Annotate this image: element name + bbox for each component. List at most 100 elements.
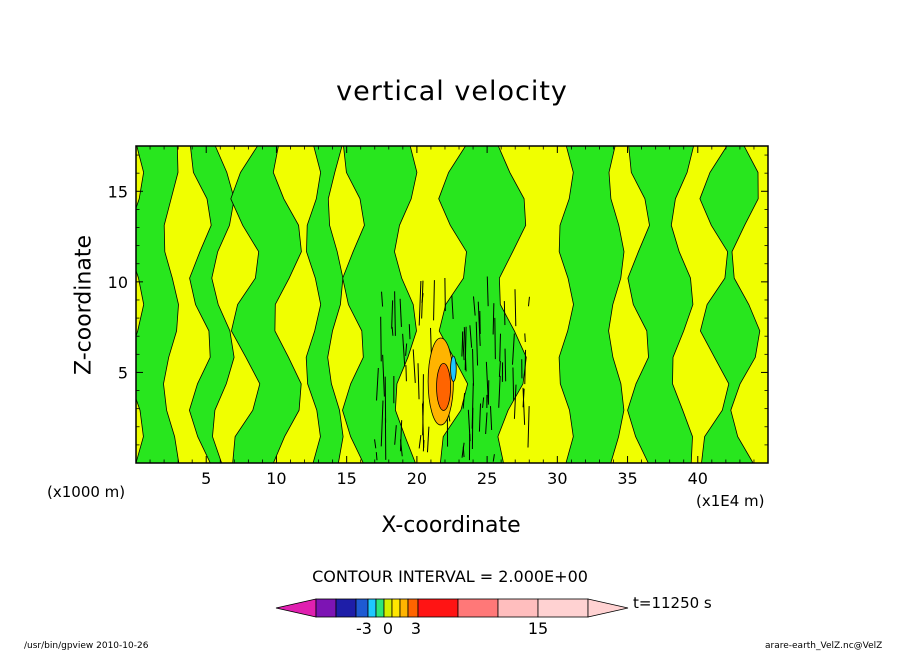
x-tick-label: 5 [201,469,211,488]
y-axis-label: Z-coordinate [71,235,97,375]
contour-line [399,298,402,327]
contour-line [492,454,495,462]
contour-line [498,375,501,408]
updraft-core [436,362,451,411]
negative-velocity-band [305,146,344,463]
contour-interval-label: CONTOUR INTERVAL = 2.000E+00 [312,567,588,586]
contour-line [482,397,485,408]
contour-line [527,296,530,307]
negative-velocity-band [136,146,180,463]
negative-velocity-band [558,146,625,463]
contour-line [504,348,507,382]
negative-velocity-band [230,146,302,463]
contour-line [478,403,482,432]
x-tick-label: 35 [617,469,637,488]
colorbar-label: 0 [383,619,393,638]
contour-line [475,321,479,366]
x-axis-label: X-coordinate [381,513,521,538]
contour-line [499,333,501,362]
contour-line [464,326,467,371]
colorbar-segment [335,598,357,618]
x-tick-label: 15 [336,469,356,488]
contour-line [391,326,394,336]
contour-line [469,325,473,348]
contour-line [399,420,403,452]
updraft-core [450,355,457,382]
contour-line [485,412,488,435]
x-tick-label: 25 [477,469,497,488]
time-label: t=11250 s [633,594,712,612]
contour-line [375,452,378,461]
plot-frame [135,145,769,464]
contour-line [527,406,530,448]
contour-line [418,435,422,449]
contour-line [421,293,424,304]
y-tick-label: 5 [118,363,128,382]
colorbar-segment [497,598,539,618]
contour-line [486,276,489,307]
colorbar-segment [399,598,409,618]
colorbar-segment [367,598,377,618]
contour-line [408,324,411,340]
contour-line [399,439,403,457]
x-tick-label: 40 [688,469,708,488]
contour-line [522,388,525,408]
contour-line [382,354,385,397]
contour-line [374,439,377,449]
contour-line [381,291,384,307]
contour-line [412,349,416,383]
contour-line [513,384,517,419]
contour-line [426,426,430,453]
colorbar: -3 0 3 15 [275,598,629,638]
colorbar-segment [407,598,419,618]
contour-line [422,440,425,452]
colorbar-label: 15 [528,619,548,638]
contour-line [522,387,526,425]
contour-line [394,425,397,445]
contour-line [485,361,489,403]
contour-line [498,360,501,377]
velocity-field [136,146,768,463]
footer-left: /usr/bin/gpview 2010-10-26 [24,641,149,651]
contour-line [417,363,420,400]
contour-line [380,316,382,362]
contour-line [405,365,407,382]
y-tick-label: 15 [108,182,128,201]
colorbar-segment [457,598,499,618]
x-axis-ticks: 5 10 15 20 25 30 35 40 [149,146,755,488]
contour-line [376,367,379,401]
contour-line [472,296,476,316]
chart-title: vertical velocity [336,76,568,107]
contour-line [471,383,474,429]
colorbar-segment [417,598,459,618]
contour-line [492,303,495,335]
contour-line [467,409,471,442]
x-tick-label: 10 [266,469,286,488]
colorbar-segment [315,598,337,618]
contour-line [394,291,396,336]
colorbar-segment [375,598,385,618]
contour-line [512,367,515,401]
contour-line [503,301,506,326]
colorbar-segment [391,598,401,618]
x-unit-left: (x1000 m) [47,483,126,501]
colorbar-label: -3 [356,619,372,638]
contour-line [512,333,515,365]
negative-velocity-band [627,146,695,463]
colorbar-left-arrow [275,598,317,618]
contour-line [391,300,394,329]
contour-line [524,333,526,343]
contour-line [477,301,481,346]
contour-line [462,332,465,361]
x-tick-label: 20 [407,469,427,488]
contour-line [462,392,466,409]
contour-line [494,317,496,360]
contour-line [524,349,527,385]
contour-line [489,406,493,431]
colorbar-segment [355,598,369,618]
contour-line [461,442,465,458]
contour-line [405,343,408,356]
contour-line [433,280,435,321]
colorbar-right-arrow [587,598,629,618]
